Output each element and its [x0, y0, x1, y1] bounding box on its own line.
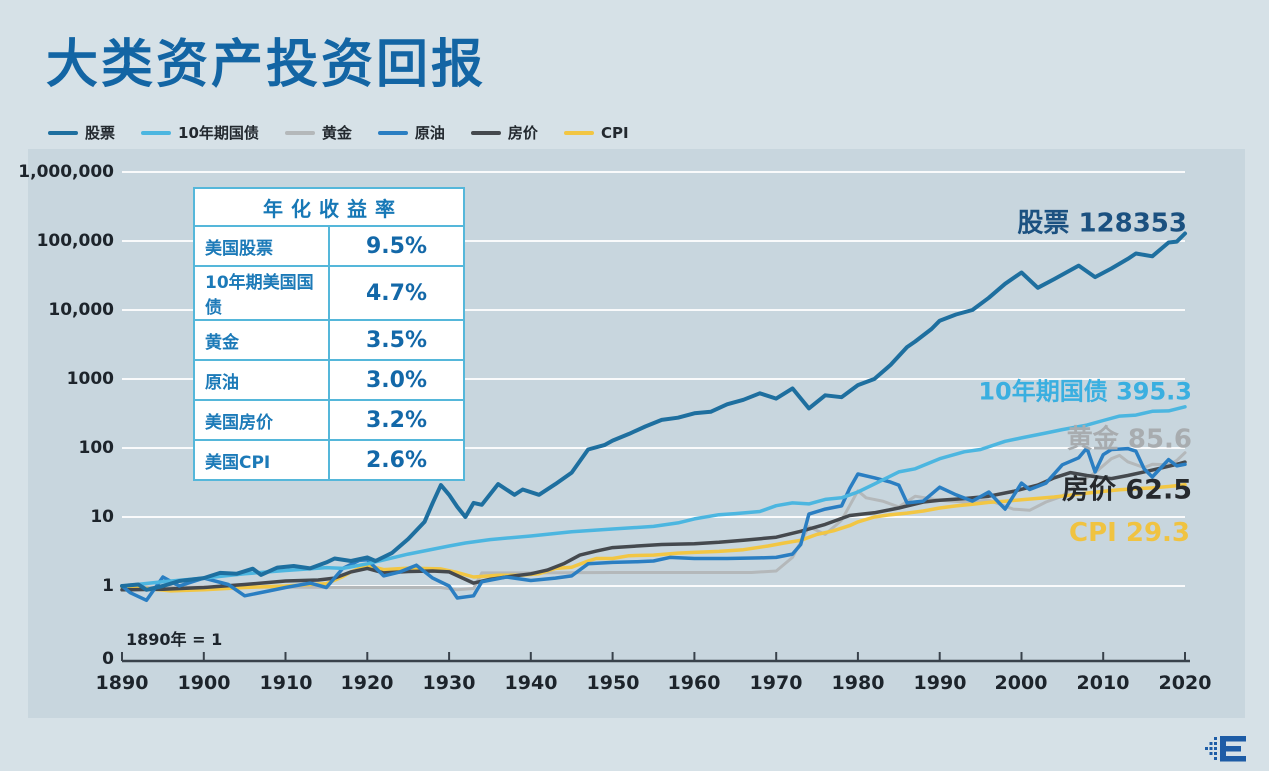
- legend-label: CPI: [600, 123, 629, 142]
- returns-table-row: 黄金 3.5%: [193, 319, 465, 361]
- y-tick-label: 10,000: [48, 300, 114, 320]
- annualized-return-value: 2.6%: [328, 439, 465, 481]
- page-title: 大类资产投资回报: [46, 35, 487, 95]
- x-tick-label: 1890: [95, 672, 149, 694]
- annualized-return-value: 4.7%: [328, 265, 465, 321]
- series-end-label: 黄金 85.6: [1066, 424, 1192, 455]
- legend-swatch: [48, 130, 78, 135]
- y-tick-label: 1,000,000: [18, 162, 114, 182]
- asset-name: 10年期美国国债: [193, 265, 330, 321]
- x-tick-label: 1970: [749, 672, 803, 694]
- legend-item-房价: 房价: [470, 122, 538, 143]
- x-tick-label: 1910: [259, 672, 313, 694]
- returns-table-row: 10年期美国国债 4.7%: [193, 265, 465, 321]
- legend-label: 10年期国债: [178, 124, 259, 142]
- legend-item-黄金: 黄金: [284, 122, 352, 143]
- asset-name: 美国股票: [193, 225, 330, 267]
- legend-label: 原油: [414, 124, 445, 142]
- legend-item-CPI: CPI: [563, 123, 629, 142]
- x-tick-label: 2000: [994, 672, 1048, 694]
- asset-name: 美国房价: [193, 399, 330, 441]
- annualized-return-value: 3.2%: [328, 399, 465, 441]
- x-tick-label: 1940: [504, 672, 558, 694]
- returns-table-row: 美国CPI 2.6%: [193, 439, 465, 481]
- x-tick-label: 1950: [586, 672, 640, 694]
- annualized-return-value: 9.5%: [328, 225, 465, 267]
- x-tick-label: 1980: [831, 672, 885, 694]
- y-zero-label: 0: [102, 649, 114, 669]
- asset-name: 美国CPI: [193, 439, 330, 481]
- x-tick-label: 1990: [913, 672, 967, 694]
- series-line-CPI: [120, 483, 1187, 593]
- legend-item-原油: 原油: [377, 122, 445, 143]
- asset-name: 原油: [193, 359, 330, 401]
- returns-table-row: 原油 3.0%: [193, 359, 465, 401]
- legend-label: 黄金: [321, 124, 352, 142]
- returns-table-row: 美国房价 3.2%: [193, 399, 465, 441]
- y-tick-label: 100,000: [36, 231, 114, 251]
- legend-swatch: [141, 130, 172, 135]
- series-end-label: CPI 29.3: [1068, 518, 1190, 548]
- legend-label: 股票: [85, 124, 116, 142]
- legend-swatch: [284, 130, 315, 135]
- legend-label: 房价: [507, 124, 538, 142]
- series-end-label: 10年期国债 395.3: [978, 377, 1192, 406]
- returns-table-header: 年化收益率: [193, 187, 465, 227]
- baseline-note: 1890年 = 1: [126, 630, 223, 649]
- y-tick-label: 100: [78, 438, 115, 458]
- legend: 股票 10年期国债 黄金 原油 房价 CPI: [48, 122, 629, 143]
- legend-swatch: [470, 130, 501, 135]
- x-tick-label: 1930: [422, 672, 476, 694]
- y-tick-label: 1: [102, 576, 114, 596]
- x-tick-label: 1960: [667, 672, 721, 694]
- series-line-房价: [120, 460, 1187, 592]
- x-tick-label: 2020: [1158, 672, 1212, 694]
- legend-swatch: [377, 130, 408, 135]
- series-end-label: 房价 62.5: [1061, 474, 1192, 506]
- returns-table: 年化收益率 美国股票 9.5% 10年期美国国债 4.7% 黄金 3.5% 原油 3.0% 美国…: [193, 187, 465, 481]
- legend-swatch: [563, 130, 594, 135]
- y-tick-label: 1000: [66, 369, 114, 389]
- x-tick-label: 2010: [1076, 672, 1130, 694]
- x-tick-label: 1920: [340, 672, 394, 694]
- series-line-原油: [120, 446, 1187, 603]
- series-line-股票: [120, 231, 1187, 592]
- asset-name: 黄金: [193, 319, 330, 361]
- annualized-return-value: 3.0%: [328, 359, 465, 401]
- y-tick-label: 10: [90, 507, 114, 527]
- legend-item-10年期国债: 10年期国债: [141, 122, 259, 143]
- series-end-label: 股票 128353: [1017, 208, 1187, 239]
- legend-item-股票: 股票: [48, 122, 115, 143]
- returns-table-row: 美国股票 9.5%: [193, 225, 465, 267]
- east-money-logo: [1205, 736, 1246, 762]
- x-tick-label: 1900: [177, 672, 231, 694]
- annualized-return-value: 3.5%: [328, 319, 465, 361]
